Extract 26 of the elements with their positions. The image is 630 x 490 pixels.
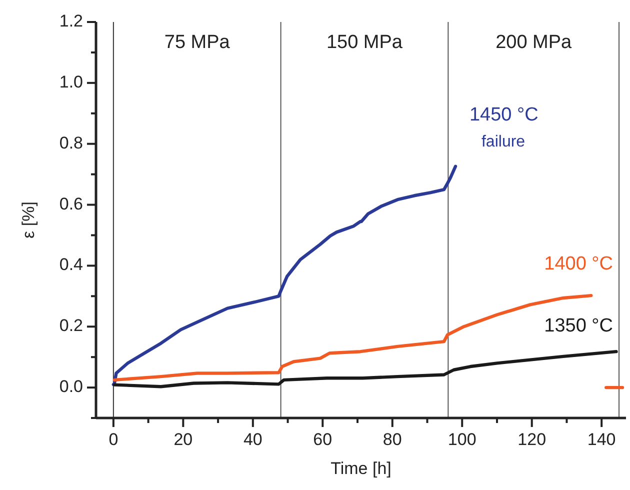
series-label: 1400 °C: [544, 254, 614, 275]
y-tick-label: 0.0: [59, 377, 83, 396]
x-tick-label: 60: [313, 430, 332, 449]
x-tick-label: 120: [518, 430, 546, 449]
y-tick-label: 1.0: [59, 72, 83, 92]
y-tick-label: 0.8: [59, 133, 83, 152]
y-tick-label: 0.2: [59, 316, 83, 336]
series-label: 1350 °C: [544, 316, 614, 337]
x-tick-label: 140: [587, 430, 616, 449]
y-tick-label: 1.2: [59, 11, 83, 30]
annotation: 150 MPa: [326, 32, 403, 53]
x-axis-title: Time [h]: [330, 459, 392, 478]
x-tick-label: 20: [174, 430, 193, 449]
text: 1450 °C: [469, 104, 538, 126]
y-tick-label: 0.4: [59, 255, 83, 274]
x-tick-label: 100: [448, 430, 476, 449]
y-tick-label: 0.6: [59, 194, 83, 214]
line-series: [112, 164, 458, 386]
annotation: 75 MPa: [164, 32, 230, 53]
annotation: failure: [481, 133, 526, 150]
x-tick-label: 80: [382, 430, 402, 449]
line-series: [112, 350, 618, 388]
annotation: 200 MPa: [496, 32, 572, 53]
y-axis-title: ε [%]: [19, 202, 38, 238]
x-tick-label: 0: [108, 430, 118, 449]
x-tick-label: 40: [243, 430, 262, 449]
